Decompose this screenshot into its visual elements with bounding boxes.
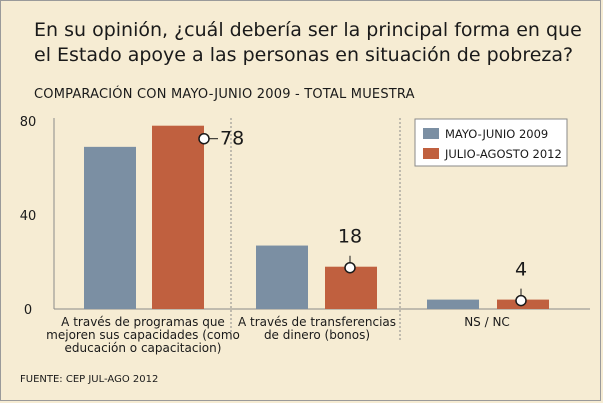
data-label-marker xyxy=(344,261,356,274)
y-tick-label: 80 xyxy=(20,115,37,130)
legend-swatch xyxy=(423,148,439,159)
legend-swatch xyxy=(423,128,439,139)
bar-julio-agosto-2012-1 xyxy=(325,266,377,309)
legend-box xyxy=(414,118,568,167)
chart-subtitle: COMPARACIÓN CON MAYO-JUNIO 2009 - TOTAL … xyxy=(34,87,415,102)
bar-julio-agosto-2012-0 xyxy=(152,125,204,309)
category-label: A través de transferencias xyxy=(238,315,396,329)
category-label: NS / NC xyxy=(464,315,510,329)
data-label: 18 xyxy=(338,226,362,248)
y-tick-label: 40 xyxy=(20,209,37,224)
bar-mayo-junio-2009-0 xyxy=(84,146,136,309)
bar-mayo-junio-2009-2 xyxy=(427,299,479,309)
data-label-marker xyxy=(515,294,527,307)
data-label: 4 xyxy=(515,259,527,281)
legend-label: JULIO-AGOSTO 2012 xyxy=(444,147,562,161)
chart-title: En su opinión, ¿cuál debería ser la prin… xyxy=(34,19,582,66)
data-label: 78 xyxy=(220,128,244,150)
data-label-marker xyxy=(198,132,210,145)
bar-mayo-junio-2009-1 xyxy=(256,245,308,309)
category-label: A través de programas que xyxy=(61,315,225,329)
category-label: de dinero (bonos) xyxy=(264,328,370,342)
y-tick-label: 0 xyxy=(24,303,32,318)
category-label: educación o capacitacion) xyxy=(65,341,222,355)
source-note: FUENTE: CEP JUL-AGO 2012 xyxy=(20,374,159,385)
category-label: mejoren sus capacidades (como xyxy=(46,328,240,342)
legend-label: MAYO-JUNIO 2009 xyxy=(445,127,548,141)
